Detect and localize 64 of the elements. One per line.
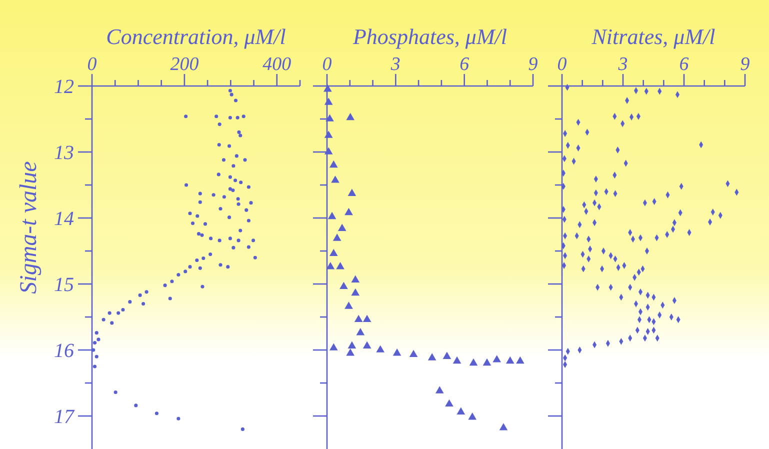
point <box>328 212 336 220</box>
point <box>324 130 333 138</box>
x-tick-label: 9 <box>528 54 538 75</box>
point <box>356 328 365 336</box>
point <box>362 341 372 348</box>
y-tick-label: 14 <box>54 208 74 230</box>
point <box>499 423 508 430</box>
x-tick-label: 0 <box>322 54 332 75</box>
x-tick-label: 200 <box>170 54 200 75</box>
point <box>376 345 384 352</box>
point <box>329 160 338 168</box>
point <box>482 358 492 366</box>
x-tick-label: 6 <box>460 54 470 75</box>
point <box>492 355 501 362</box>
x-axis-title: Phosphates, μM/l <box>352 24 508 49</box>
point <box>516 356 524 364</box>
point <box>445 399 454 407</box>
point <box>351 275 360 282</box>
x-tick-label: 0 <box>557 54 568 75</box>
point <box>336 262 344 270</box>
point <box>354 314 363 322</box>
point <box>329 248 338 256</box>
point <box>329 343 338 350</box>
point <box>456 407 466 414</box>
point <box>331 176 340 183</box>
x-axis-title: Nitrates, μM/l <box>590 24 716 49</box>
y-tick-label: 12 <box>54 76 74 98</box>
point <box>506 356 514 364</box>
point <box>452 356 462 364</box>
x-tick-label: 3 <box>390 54 400 75</box>
x-tick-label: 9 <box>740 54 750 75</box>
point <box>324 98 333 105</box>
x-tick-label: 400 <box>262 54 292 75</box>
point <box>348 341 356 348</box>
point <box>344 208 353 216</box>
x-axis-title: Concentration, μM/l <box>106 24 286 49</box>
point <box>346 348 355 356</box>
point <box>348 188 356 196</box>
y-tick-label: 17 <box>54 406 75 428</box>
point <box>338 224 346 231</box>
point <box>428 353 436 360</box>
point <box>409 350 418 358</box>
point <box>392 348 402 356</box>
point <box>326 114 334 122</box>
point <box>324 147 333 154</box>
point <box>340 282 348 290</box>
point <box>435 386 444 394</box>
x-tick-label: 6 <box>679 54 690 75</box>
point <box>346 112 355 120</box>
point <box>324 84 332 92</box>
y-tick-label: 13 <box>54 142 74 164</box>
point <box>442 352 452 360</box>
y-tick-label: 16 <box>54 340 74 362</box>
x-tick-label: 3 <box>617 54 628 75</box>
point <box>326 262 335 270</box>
x-tick-label: 0 <box>87 54 98 75</box>
point <box>332 234 342 241</box>
point <box>362 314 372 322</box>
point <box>344 302 353 309</box>
y-tick-label: 15 <box>54 274 74 296</box>
point <box>469 358 478 366</box>
y-axis-title: Sigma-t value <box>16 160 42 294</box>
point <box>468 412 477 420</box>
point <box>351 288 360 296</box>
